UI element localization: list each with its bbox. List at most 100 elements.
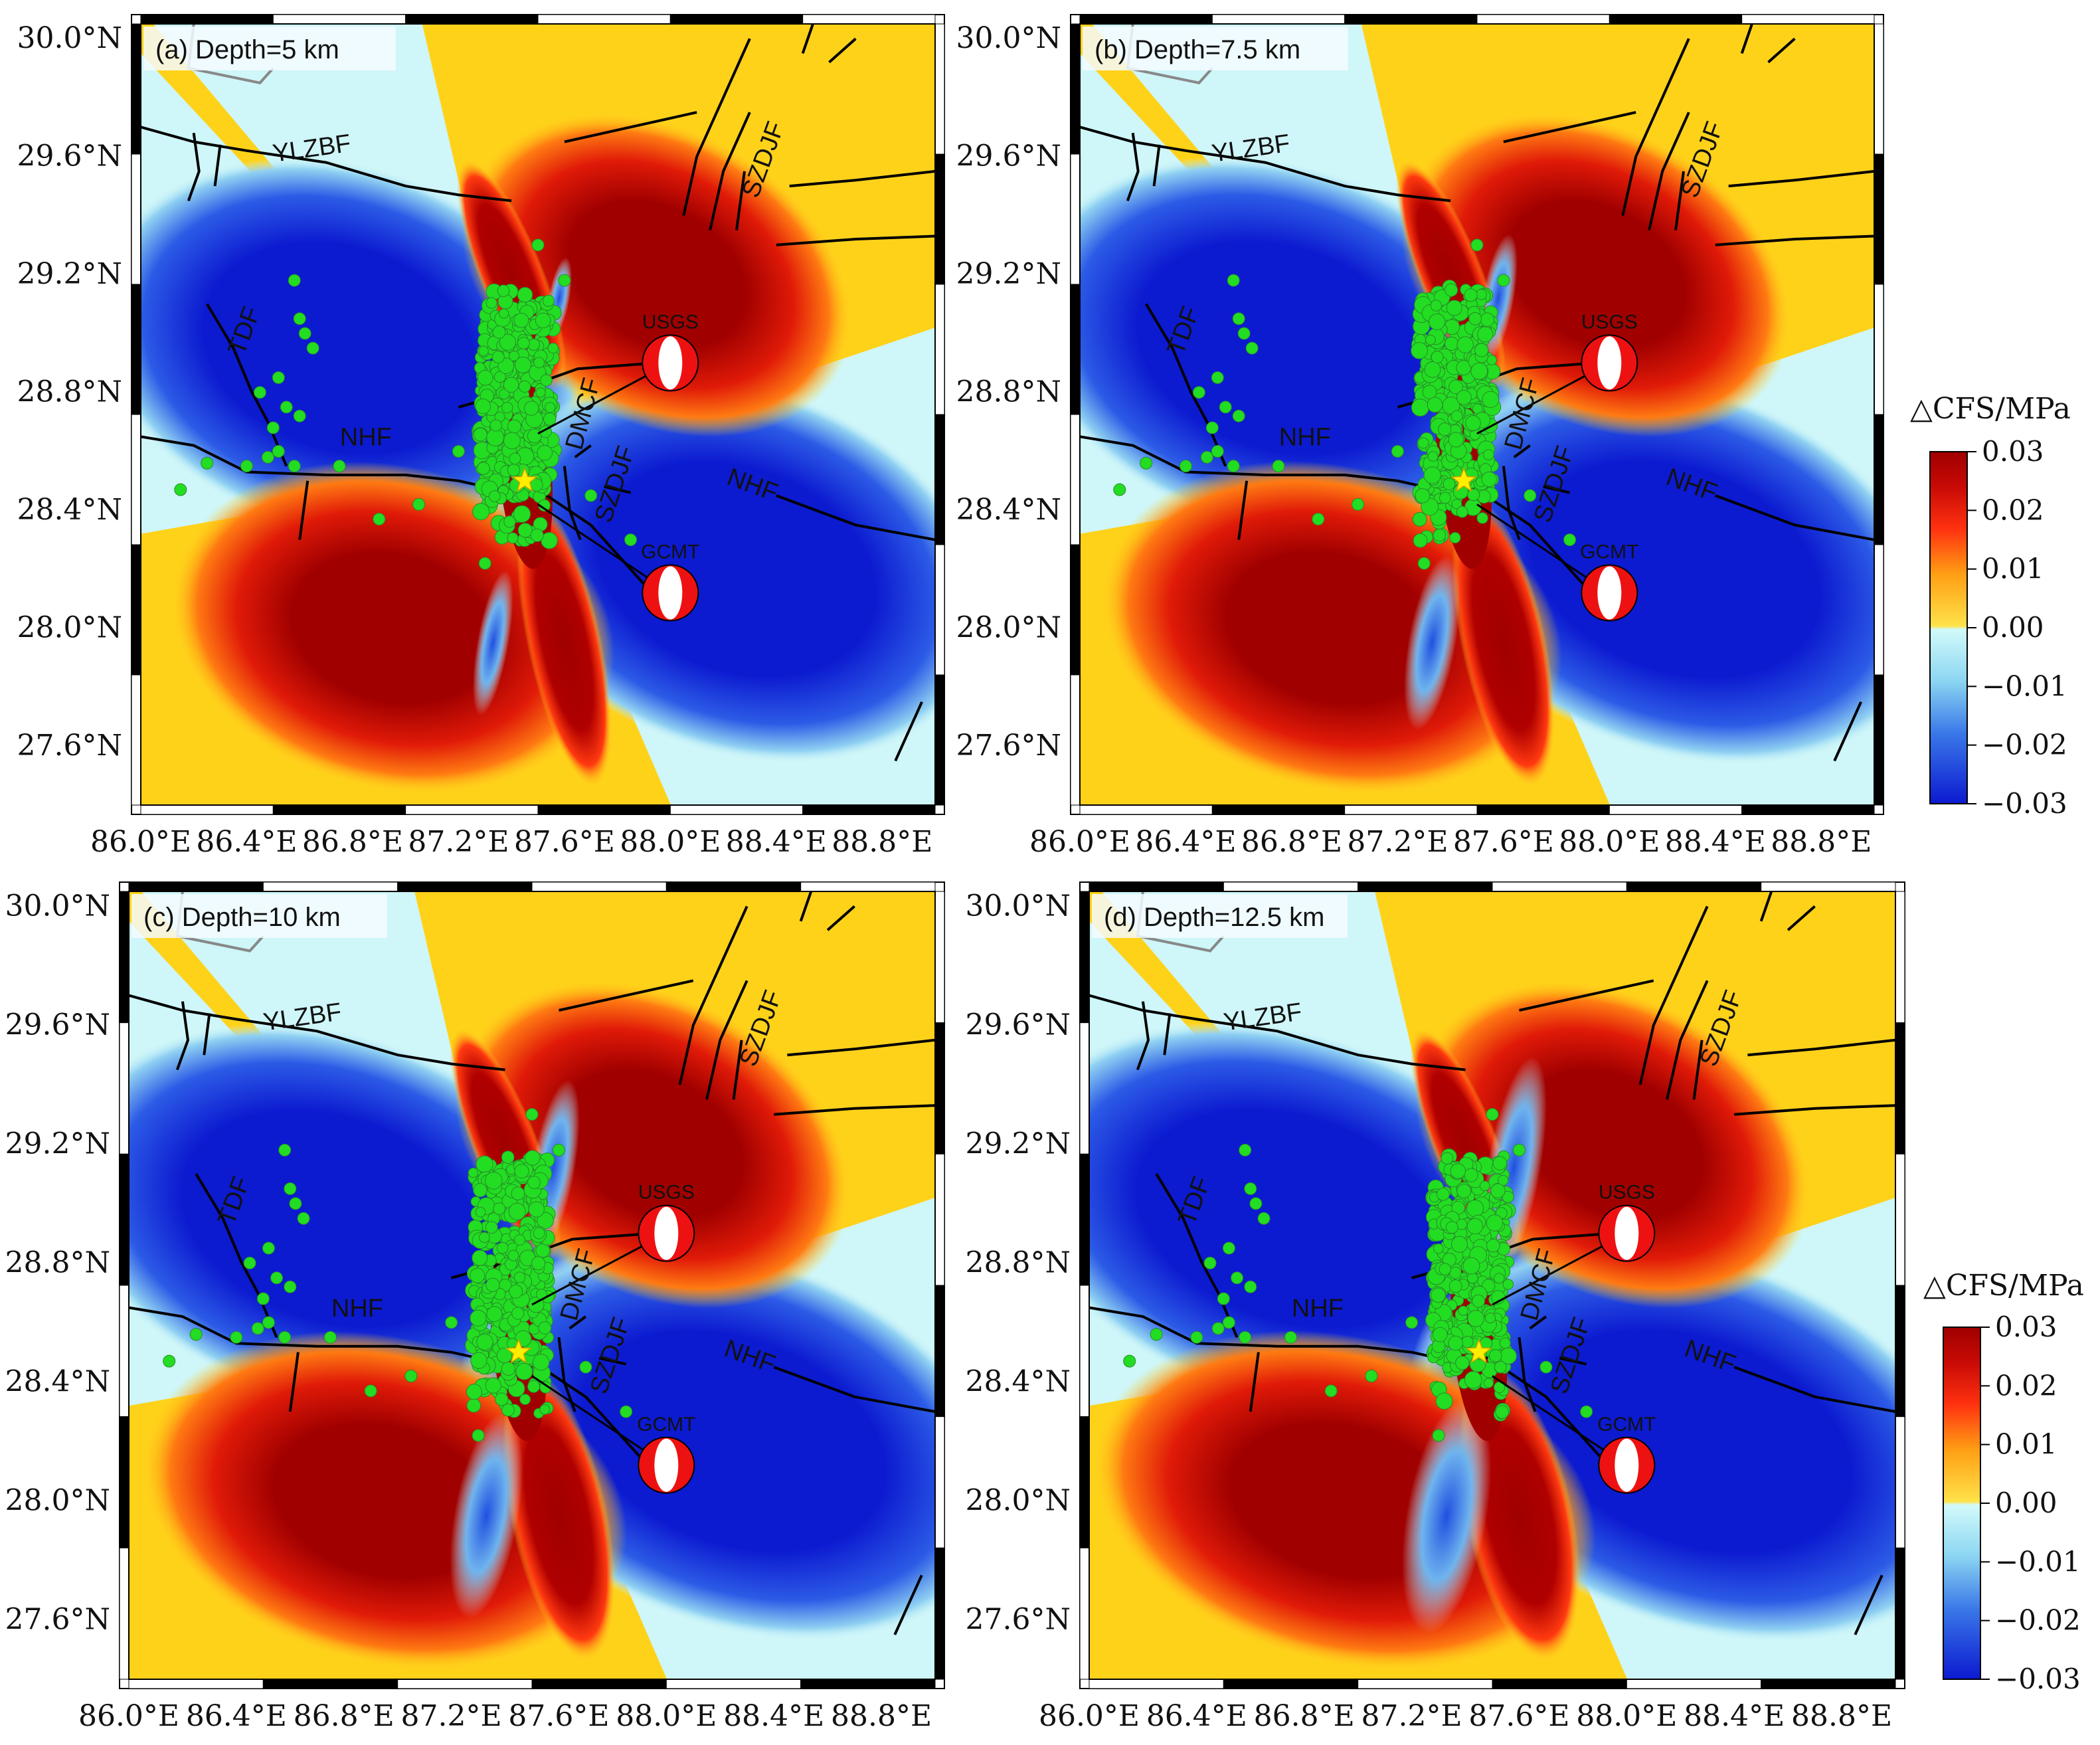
panel-title: (c) Depth=10 km: [143, 903, 341, 932]
fault-line: [564, 111, 697, 143]
fault-line: [705, 980, 748, 1100]
fault-line: [1740, 24, 1754, 54]
aftershock-dot: [1438, 422, 1452, 436]
colorbar-title: △CFS/MPa: [1910, 392, 2071, 426]
fault-line: [559, 979, 694, 1012]
aftershock-dot: [543, 413, 557, 426]
aftershock-dot: [1497, 274, 1510, 287]
aftershock-dot: [472, 503, 490, 521]
aftershock-dot: [485, 297, 497, 309]
aftershock-dot: [1411, 341, 1428, 359]
aftershock-dot: [514, 356, 532, 374]
aftershock-dot: [472, 1249, 488, 1266]
aftershock-dot: [289, 1197, 302, 1210]
lat-tick-label: 28.0°N: [5, 1483, 110, 1517]
aftershock-dot: [539, 1404, 551, 1415]
fault-line: [1089, 1306, 1452, 1363]
fault-line: [787, 1038, 935, 1057]
aftershock-dot: [470, 1309, 487, 1327]
lon-tick-label: 86.4°E: [1135, 825, 1236, 859]
aftershock-dot: [272, 371, 285, 385]
lon-tick-label: 86.8°E: [1241, 825, 1342, 859]
fault-line: [893, 1574, 923, 1635]
lon-tick-label: 88.4°E: [726, 825, 827, 859]
colorbar-tick-label: −0.02: [1982, 729, 2067, 761]
fault-line: [1126, 132, 1140, 201]
aftershock-dot: [484, 1172, 503, 1190]
aftershock-dot: [1433, 1243, 1444, 1254]
beachball-gcmt-icon: [638, 1436, 695, 1494]
colorbar-tick-label: 0.01: [1982, 553, 2044, 585]
aftershock-dot: [466, 1398, 481, 1413]
aftershock-dot: [514, 1234, 526, 1246]
aftershock-dot: [523, 401, 539, 416]
aftershock-dot: [1219, 401, 1232, 414]
aftershock-dot: [501, 1150, 515, 1164]
colorbar-tick-label: −0.02: [1995, 1604, 2081, 1637]
aftershock-dot: [272, 444, 285, 458]
aftershock-dot: [324, 1331, 337, 1344]
panel-title: (a) Depth=5 km: [155, 35, 339, 64]
map-frame: [131, 14, 945, 815]
lon-tick-label: 87.6°E: [514, 825, 615, 859]
aftershock-dot: [495, 1392, 509, 1406]
aftershock-dot: [1203, 1256, 1217, 1269]
fault-line: [298, 480, 309, 540]
colorbar-title: △CFS/MPa: [1923, 1269, 2084, 1303]
aftershock-dot: [492, 325, 506, 339]
fault-line: [1747, 1038, 1895, 1057]
beachball-gcmt-icon: [1581, 564, 1638, 622]
aftershock-dot: [1427, 397, 1443, 413]
aftershock-dot: [513, 505, 531, 523]
aftershock-dot: [478, 557, 491, 570]
aftershock-dot: [1470, 362, 1488, 380]
aftershock-dot: [284, 1280, 297, 1293]
aftershock-dot: [491, 350, 505, 363]
aftershock-dot: [1450, 1236, 1468, 1253]
lat-tick-label: 29.6°N: [956, 139, 1061, 173]
aftershock-dot: [486, 1306, 503, 1323]
aftershock-dot: [525, 1150, 541, 1166]
fault-line: [1715, 494, 1874, 541]
aftershock-dot: [1479, 1180, 1490, 1192]
aftershock-dot: [514, 1164, 529, 1179]
aftershock-dot: [230, 1331, 243, 1344]
fault-line: [1692, 1040, 1704, 1100]
aftershock-dot: [1431, 350, 1444, 363]
fault-line: [129, 1306, 492, 1363]
colorbar-tick-label: −0.03: [1995, 1663, 2081, 1695]
aftershock-dot: [373, 513, 386, 526]
beachball-usgs-icon: [638, 1204, 695, 1262]
aftershock-dot: [552, 1143, 565, 1156]
colorbar-tick-label: 0.02: [1995, 1369, 2057, 1402]
aftershock-dot: [541, 532, 558, 549]
fault-lines: [141, 24, 935, 762]
beachball-label: GCMT: [637, 1414, 695, 1435]
aftershock-dot: [1222, 1316, 1235, 1329]
fault-line: [187, 132, 201, 201]
aftershock-dot: [1415, 488, 1431, 504]
lat-tick-label: 28.4°N: [966, 1364, 1071, 1398]
aftershock-dot: [201, 456, 214, 470]
fault-line: [203, 1013, 211, 1056]
fault-line: [175, 1001, 190, 1071]
fault-line: [732, 1040, 743, 1100]
aftershock-dot: [1257, 1212, 1270, 1225]
colorbar-tick-label: 0.01: [1995, 1428, 2057, 1461]
lon-tick-label: 86.4°E: [196, 825, 297, 859]
fault-line: [735, 171, 746, 230]
lat-tick-label: 29.2°N: [17, 257, 122, 291]
aftershock-dot: [1486, 1214, 1504, 1232]
aftershock-dot: [547, 342, 559, 354]
aftershock-dot: [479, 1232, 490, 1243]
aftershock-dot: [519, 1394, 531, 1406]
aftershock-dot: [1227, 460, 1240, 473]
lat-tick-label: 28.8°N: [17, 375, 122, 409]
aftershock-dot: [473, 427, 487, 442]
fault-label: NHF: [1279, 424, 1331, 452]
aftershock-dot: [278, 1331, 292, 1344]
aftershock-dot: [1494, 1360, 1507, 1374]
aftershock-dot: [1192, 386, 1205, 399]
